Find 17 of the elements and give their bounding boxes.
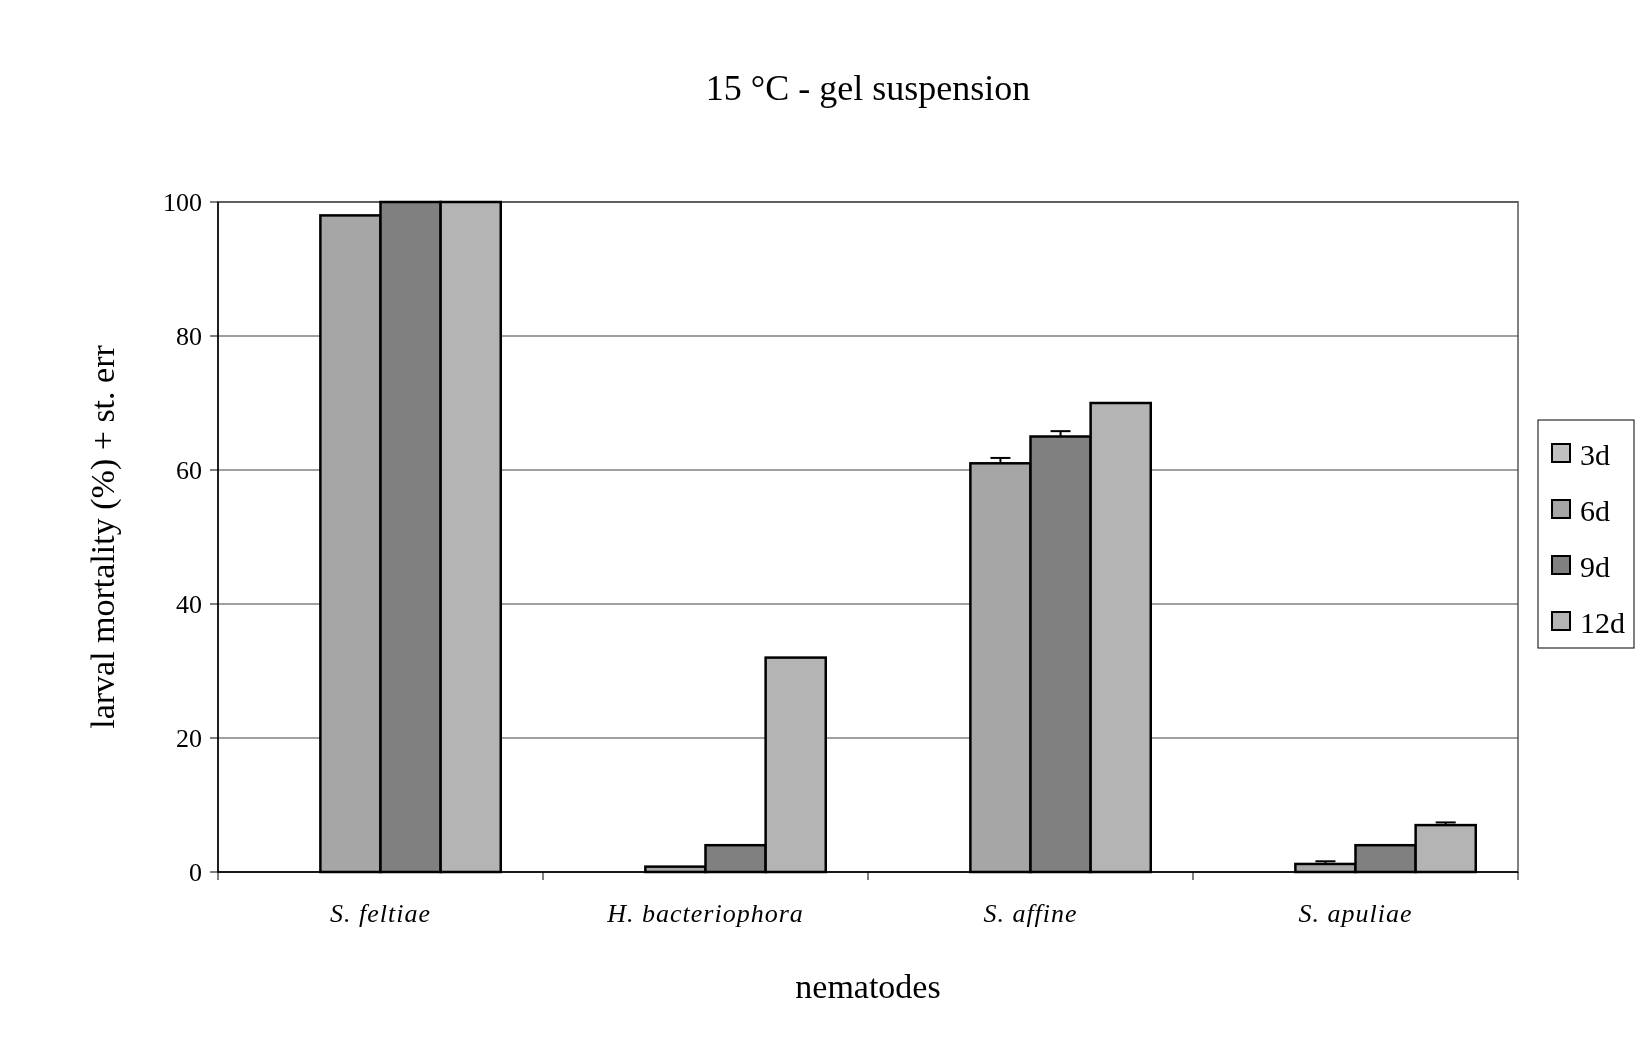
y-tick-label: 40 xyxy=(176,590,202,620)
legend-label: 3d xyxy=(1580,437,1610,471)
x-axis-title: nematodes xyxy=(795,968,941,1005)
x-tick-label: H. bacteriophora xyxy=(606,899,804,928)
y-tick-label: 0 xyxy=(189,858,202,888)
legend-label: 12d xyxy=(1580,605,1625,639)
chart-title: 15 °C - gel suspension xyxy=(705,68,1031,108)
x-tick-label: S. apuliae xyxy=(1298,899,1413,928)
y-tick-label: 80 xyxy=(176,322,202,352)
legend-label: 6d xyxy=(1580,493,1610,527)
y-tick-label: 100 xyxy=(163,188,202,218)
y-tick-label: 20 xyxy=(176,724,202,754)
y-tick-label: 60 xyxy=(176,456,202,486)
x-tick-label: S. affine xyxy=(983,899,1078,928)
x-tick-label: S. feltiae xyxy=(330,899,431,928)
legend-label: 9d xyxy=(1580,549,1610,583)
y-axis-title: larval mortality (%) + st. err xyxy=(84,344,122,729)
